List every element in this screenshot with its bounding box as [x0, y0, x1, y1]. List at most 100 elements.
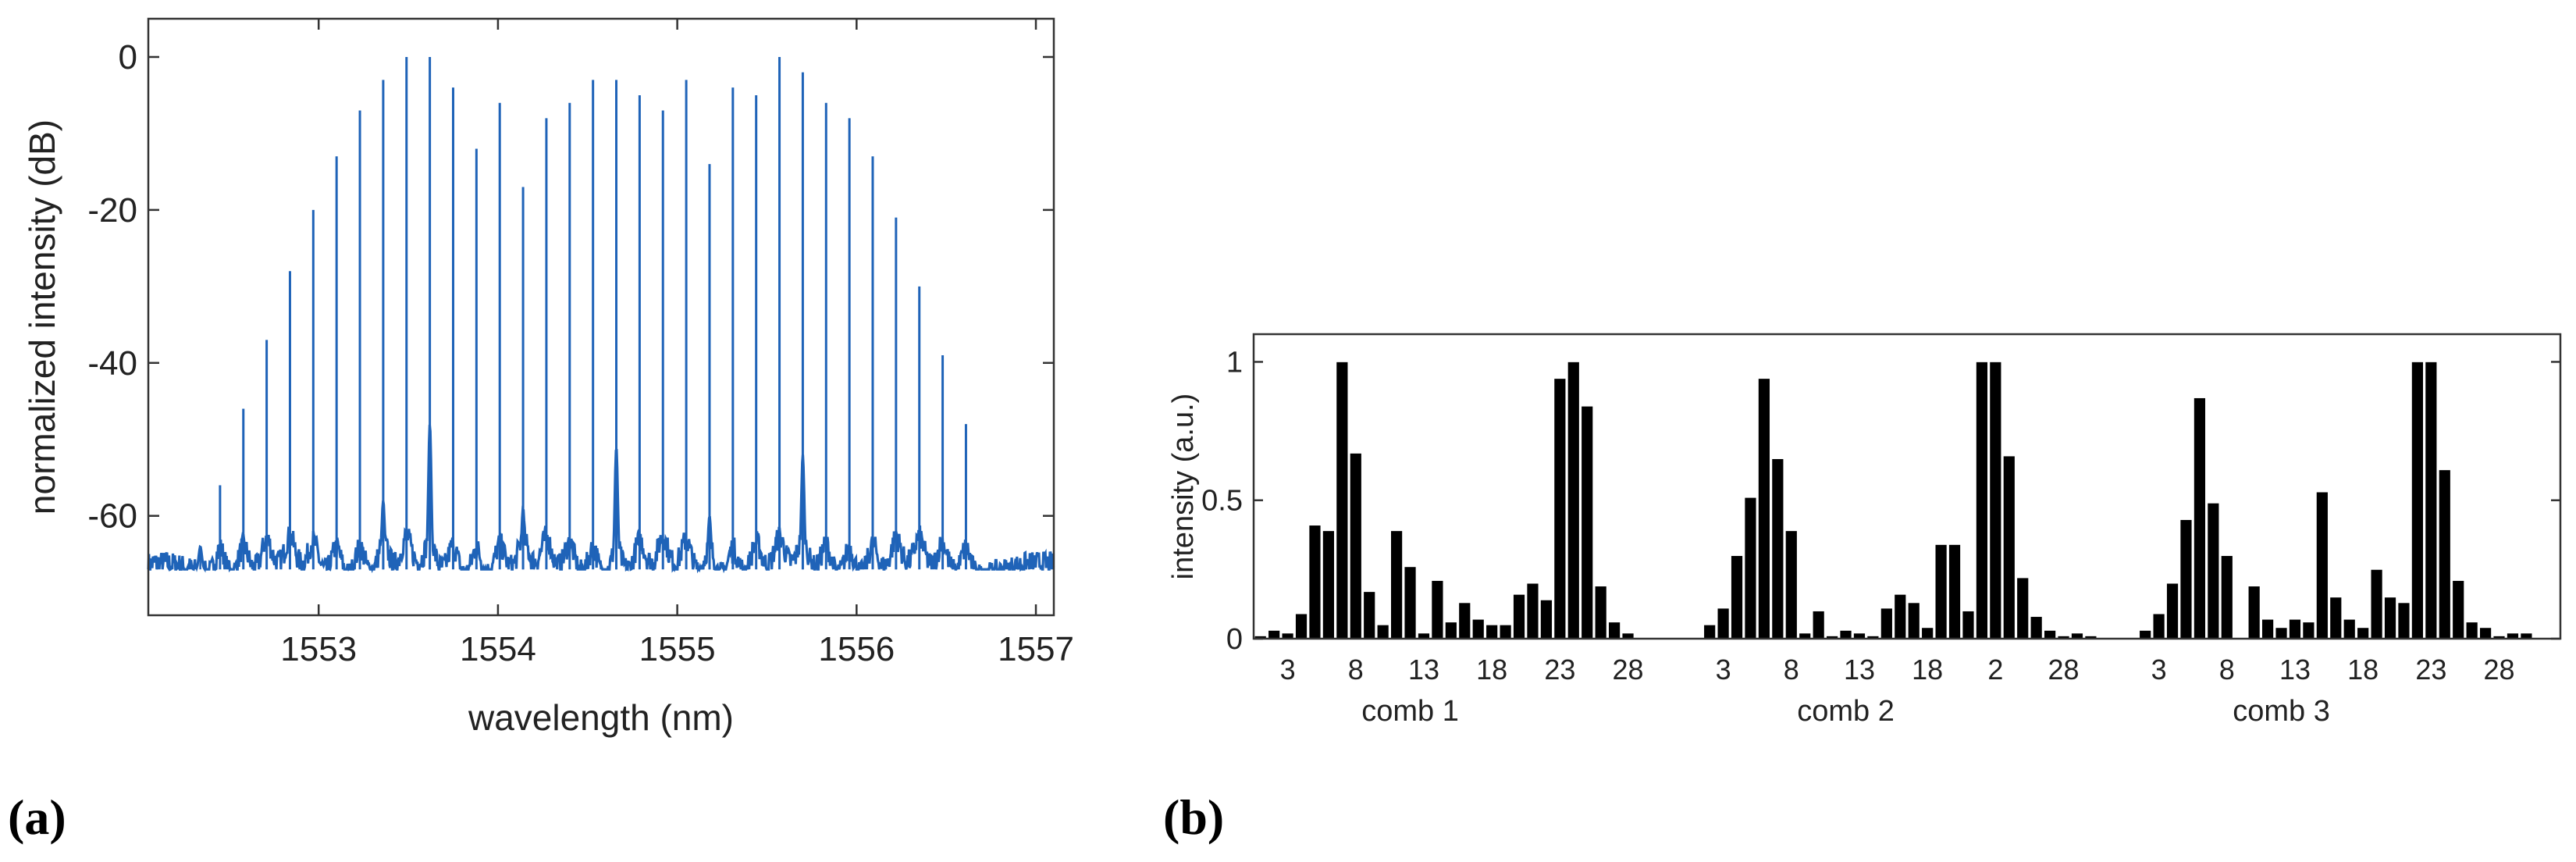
- bar: [1921, 627, 1934, 639]
- bar: [1308, 525, 1322, 639]
- bar-x-tick-label: 8: [1784, 654, 1799, 686]
- bar: [1758, 378, 1770, 639]
- bar-y-tick-label: 0.5: [1201, 485, 1243, 518]
- bar: [2261, 618, 2275, 639]
- bar: [2220, 555, 2233, 639]
- bar: [1322, 530, 1335, 639]
- bar-group: [1254, 362, 2533, 639]
- bar-x-tick-label: 8: [1348, 654, 1364, 686]
- bar-x-tick-label: 13: [1844, 654, 1875, 686]
- bar-x-tick-label: 28: [2484, 654, 2515, 686]
- bar: [1404, 566, 1417, 639]
- bar: [2166, 582, 2179, 639]
- bar: [2152, 613, 2165, 639]
- bar-x-tick-label: 3: [2151, 654, 2167, 686]
- bar: [1594, 586, 1607, 639]
- bar: [1336, 362, 1349, 639]
- bar: [1295, 613, 1308, 639]
- bar: [1744, 497, 1757, 639]
- bar: [1540, 599, 1553, 639]
- spectrum-axes-box: [147, 17, 1055, 617]
- spectrum-chart: 1553 1554 1555 1556 1557 0 -20 -40 -60 wavelengt…: [22, 17, 1074, 738]
- x-tick-label: 1553: [280, 630, 357, 668]
- spectrum-x-axis-label: wavelength (nm): [468, 697, 734, 738]
- bar: [1485, 624, 1499, 639]
- comb-group-label: comb 3: [2233, 695, 2330, 728]
- x-tick-label: 1556: [818, 630, 895, 668]
- bar: [1717, 607, 1730, 639]
- bar: [2207, 502, 2220, 639]
- comb-group-labels: comb 1 comb 2 comb 3: [1361, 695, 2330, 728]
- bar: [2397, 602, 2411, 639]
- bar: [1526, 582, 1539, 639]
- bar: [2315, 491, 2329, 639]
- bar: [1948, 544, 1961, 639]
- bar-x-tick-label: 18: [1912, 654, 1943, 686]
- bar: [1390, 530, 1403, 639]
- bar: [1880, 607, 1893, 639]
- bar-x-tick-label: 23: [1544, 654, 1575, 686]
- bar: [1934, 544, 1948, 639]
- bar: [1894, 593, 1907, 639]
- bar: [1962, 611, 1975, 639]
- bar: [2044, 629, 2057, 639]
- bar-x-tick-label: 8: [2219, 654, 2235, 686]
- bar: [1839, 629, 1852, 639]
- bar-x-tick-label: 3: [1280, 654, 1296, 686]
- bar-x-tick-label: 28: [2048, 654, 2080, 686]
- bar-axes-box: [1252, 333, 2562, 640]
- bar: [1567, 362, 1580, 639]
- bar: [2384, 597, 2396, 639]
- bar: [2479, 627, 2492, 639]
- bar: [1581, 405, 1594, 639]
- panel-label-a: (a): [8, 789, 66, 845]
- bar: [1812, 611, 1825, 639]
- bar: [2343, 618, 2356, 639]
- bar: [2179, 519, 2193, 639]
- bar: [1376, 624, 1389, 639]
- bar: [1363, 591, 1376, 639]
- bar: [1499, 624, 1512, 639]
- bar: [2289, 618, 2301, 639]
- bar: [1268, 629, 1281, 639]
- bar: [1989, 362, 2002, 639]
- bar: [2002, 455, 2016, 639]
- bar-x-tick-label: 3: [1716, 654, 1731, 686]
- bar-x-tick-label: 23: [2415, 654, 2446, 686]
- bar: [1976, 362, 1988, 639]
- bar: [2329, 597, 2343, 639]
- spectrum-y-axis-label: normalized intensity (dB): [22, 119, 62, 515]
- bar: [1444, 622, 1457, 639]
- bar: [1458, 602, 1471, 639]
- bar: [2247, 586, 2261, 639]
- noise-floor-trace: [147, 425, 1055, 574]
- bar: [2302, 622, 2315, 639]
- bar: [2425, 362, 2438, 639]
- bar-y-tick-label: 0: [1226, 623, 1243, 656]
- bar: [1771, 458, 1784, 639]
- bar: [1731, 555, 1743, 639]
- spectrum-plot-area: [148, 19, 1054, 615]
- bar-x-tick-label: 18: [2347, 654, 2379, 686]
- bar-plot-area: [1254, 334, 2560, 639]
- bar: [1907, 602, 1920, 639]
- bar-y-tick-label: 1: [1226, 346, 1243, 379]
- comb-group-label: comb 1: [1361, 695, 1459, 728]
- bar: [2194, 397, 2206, 639]
- bar: [2275, 627, 2288, 639]
- y-tick-label: -40: [87, 344, 137, 383]
- bar: [1471, 618, 1485, 639]
- panel-label-b: (b): [1163, 789, 1225, 845]
- comb-bar-chart: 3 8 13 18 23 28 3 8 13 18 2 28 3 8 13 18 23 28 0 0.5 1 comb …: [1167, 333, 2562, 728]
- bar: [1784, 530, 1798, 639]
- y-tick-label: -60: [87, 497, 137, 536]
- bar: [1608, 622, 1621, 639]
- bar: [2411, 362, 2424, 639]
- bar: [2438, 469, 2451, 639]
- bar-x-tick-label: 13: [1408, 654, 1439, 686]
- spectrum-trace-group: [147, 56, 1055, 574]
- bar: [2030, 616, 2043, 639]
- bar-x-tick-label: 28: [1613, 654, 1644, 686]
- x-tick-label: 1554: [460, 630, 536, 668]
- bar-x-tick-label: 18: [1476, 654, 1507, 686]
